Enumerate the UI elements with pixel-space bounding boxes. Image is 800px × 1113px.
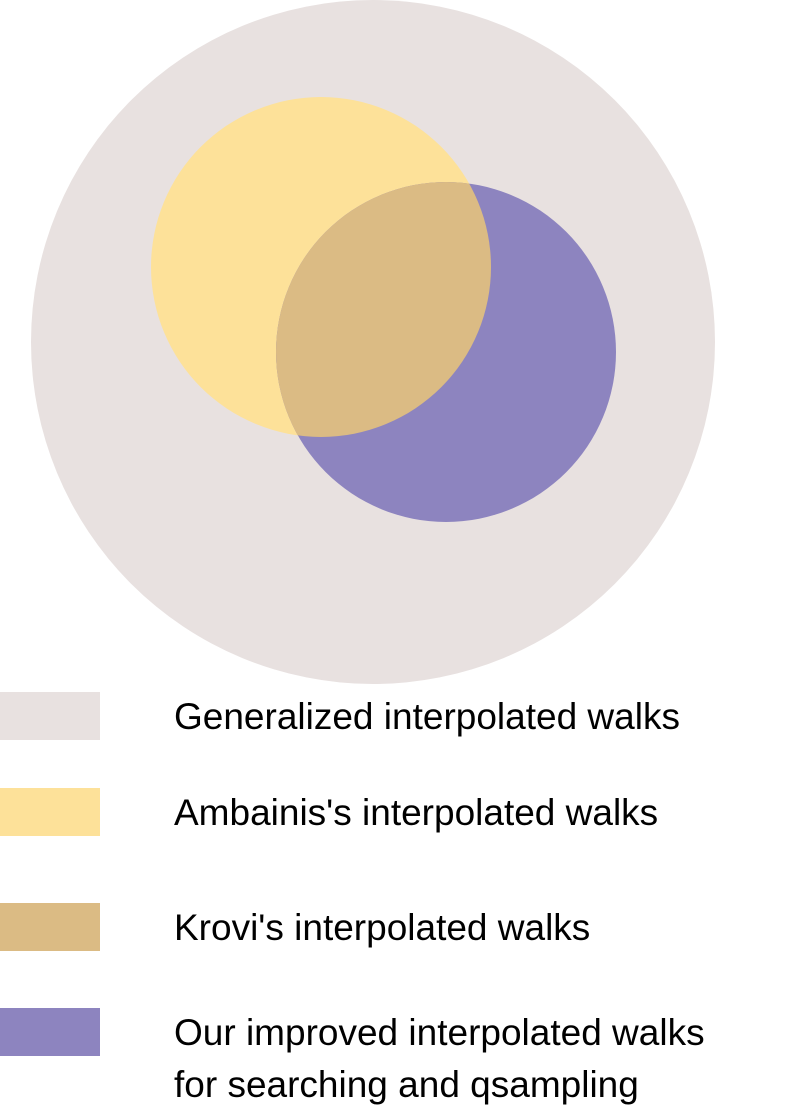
legend: Generalized interpolated walks Ambainis's…	[0, 692, 705, 1105]
legend-label: Krovi's interpolated walks	[174, 907, 590, 948]
legend-swatch	[0, 788, 100, 836]
legend-label: Ambainis's interpolated walks	[174, 792, 658, 833]
legend-swatch	[0, 1008, 100, 1056]
legend-label: Our improved interpolated walks	[174, 1012, 705, 1053]
legend-swatch	[0, 692, 100, 740]
krovi-set	[276, 182, 491, 437]
legend-label: for searching and qsampling	[174, 1064, 639, 1105]
legend-label: Generalized interpolated walks	[174, 696, 680, 737]
legend-swatch	[0, 903, 100, 951]
